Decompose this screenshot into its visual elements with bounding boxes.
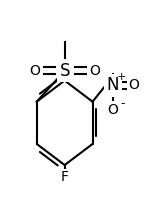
Text: F: F bbox=[61, 170, 69, 184]
Text: N: N bbox=[107, 76, 119, 95]
Text: -: - bbox=[120, 97, 124, 110]
Text: O: O bbox=[29, 64, 40, 78]
Text: O: O bbox=[89, 64, 100, 78]
Text: S: S bbox=[59, 62, 70, 80]
Text: O: O bbox=[129, 78, 140, 92]
Text: O: O bbox=[108, 103, 118, 117]
Text: +: + bbox=[116, 72, 126, 82]
